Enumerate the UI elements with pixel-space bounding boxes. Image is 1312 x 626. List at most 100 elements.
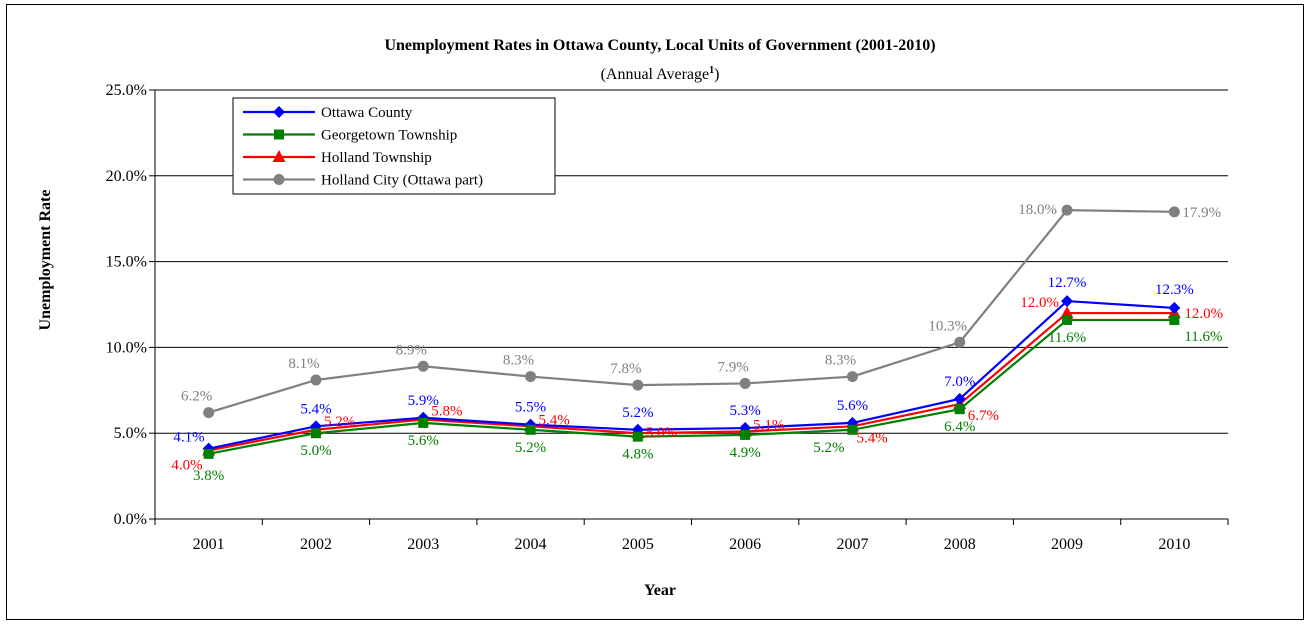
- data-label: 12.3%: [1155, 282, 1194, 298]
- data-label: 8.9%: [396, 342, 427, 358]
- y-tick-label: 15.0%: [106, 254, 147, 271]
- data-point: [953, 392, 966, 405]
- data-label: 8.1%: [288, 356, 319, 372]
- legend-entry: Ottawa County: [321, 105, 413, 121]
- data-label: 5.9%: [408, 393, 439, 409]
- legend-marker: [272, 150, 286, 162]
- data-point: [525, 424, 536, 435]
- data-point: [417, 360, 429, 372]
- data-label: 5.6%: [408, 433, 439, 449]
- x-tick-label: 2009: [1051, 536, 1083, 553]
- data-label: 5.2%: [324, 414, 355, 430]
- data-label: 5.0%: [646, 425, 677, 441]
- data-label: 7.9%: [718, 359, 749, 375]
- data-point: [847, 424, 858, 435]
- data-point: [203, 407, 215, 419]
- data-point: [846, 371, 858, 383]
- data-label: 17.9%: [1182, 205, 1221, 221]
- data-point: [1168, 206, 1180, 218]
- chart-subtitle-text: (Annual Average: [601, 66, 710, 83]
- legend-marker: [273, 174, 285, 185]
- legend-entry: Georgetown Township: [321, 128, 457, 144]
- data-label: 6.4%: [944, 419, 975, 435]
- data-label: 4.9%: [730, 445, 761, 461]
- data-label: 4.1%: [173, 430, 204, 446]
- x-tick-label: 2007: [836, 536, 868, 553]
- data-point: [1062, 314, 1073, 325]
- chart-title: Unemployment Rates in Ottawa County, Loc…: [384, 37, 935, 54]
- data-point: [310, 374, 322, 386]
- x-tick-label: 2001: [193, 536, 225, 553]
- data-label: 7.0%: [944, 374, 975, 390]
- data-label: 5.4%: [856, 430, 887, 446]
- x-tick-label: 2005: [622, 536, 654, 553]
- data-label: 18.0%: [1018, 202, 1057, 218]
- chart-subtitle-end: ): [714, 66, 719, 83]
- data-point: [1168, 301, 1181, 314]
- data-label: 6.7%: [968, 408, 999, 424]
- data-point: [954, 404, 965, 415]
- data-label: 11.6%: [1184, 329, 1222, 345]
- legend-entry: Holland Township: [321, 150, 432, 166]
- data-label: 5.5%: [515, 400, 546, 416]
- data-label: 5.2%: [813, 440, 844, 456]
- x-tick-label: 2006: [729, 536, 761, 553]
- data-point: [740, 429, 751, 440]
- data-label: 8.3%: [825, 353, 856, 369]
- data-point: [632, 379, 644, 391]
- data-point: [1169, 314, 1180, 325]
- data-label: 12.0%: [1020, 295, 1059, 311]
- data-label: 5.2%: [515, 440, 546, 456]
- series-line: [208, 318, 1175, 455]
- data-point: [954, 336, 966, 348]
- data-point: [1061, 204, 1073, 216]
- data-label: 4.8%: [622, 447, 653, 463]
- y-tick-label: 5.0%: [114, 425, 147, 442]
- y-tick-label: 10.0%: [106, 339, 147, 356]
- legend-marker: [274, 129, 284, 140]
- data-point: [632, 431, 643, 442]
- data-point: [310, 428, 321, 439]
- data-label: 12.7%: [1048, 275, 1087, 291]
- data-label: 4.0%: [171, 457, 202, 473]
- chart-subtitle-footnote: 1: [709, 65, 714, 76]
- legend-entry: Holland City (Ottawa part): [321, 173, 483, 189]
- y-axis-title: Unemployment Rate: [37, 190, 54, 331]
- y-tick-label: 25.0%: [106, 82, 147, 99]
- data-label: 5.3%: [730, 403, 761, 419]
- series-line: [208, 299, 1175, 450]
- legend-marker: [273, 106, 285, 118]
- series-line: [208, 311, 1175, 452]
- data-label: 8.3%: [503, 353, 534, 369]
- data-label: 11.6%: [1048, 330, 1086, 346]
- x-tick-label: 2010: [1158, 536, 1190, 553]
- x-axis-title: Year: [644, 582, 676, 599]
- data-point: [739, 377, 751, 389]
- data-label: 5.4%: [300, 401, 331, 417]
- data-point: [1061, 295, 1074, 308]
- data-label: 3.8%: [193, 468, 224, 484]
- data-label: 5.4%: [539, 412, 570, 428]
- legend-box: [232, 97, 556, 195]
- data-label: 5.0%: [300, 443, 331, 459]
- data-label: 6.2%: [181, 389, 212, 405]
- data-label: 5.1%: [753, 417, 784, 433]
- data-point: [525, 371, 537, 383]
- data-label: 10.3%: [928, 318, 967, 334]
- x-tick-label: 2003: [407, 536, 439, 553]
- data-label: 12.0%: [1184, 306, 1223, 322]
- x-tick-label: 2008: [944, 536, 976, 553]
- data-label: 5.8%: [431, 403, 462, 419]
- series-line: [208, 209, 1175, 414]
- data-label: 7.8%: [610, 361, 641, 377]
- x-tick-label: 2002: [300, 536, 332, 553]
- y-tick-label: 20.0%: [106, 168, 147, 185]
- y-tick-label: 0.0%: [114, 511, 147, 528]
- data-point: [418, 417, 429, 428]
- chart-subtitle: (Annual Average1): [601, 65, 720, 83]
- data-label: 5.2%: [622, 405, 653, 421]
- x-tick-label: 2004: [515, 536, 547, 553]
- data-label: 5.6%: [837, 398, 868, 414]
- data-point: [203, 448, 214, 459]
